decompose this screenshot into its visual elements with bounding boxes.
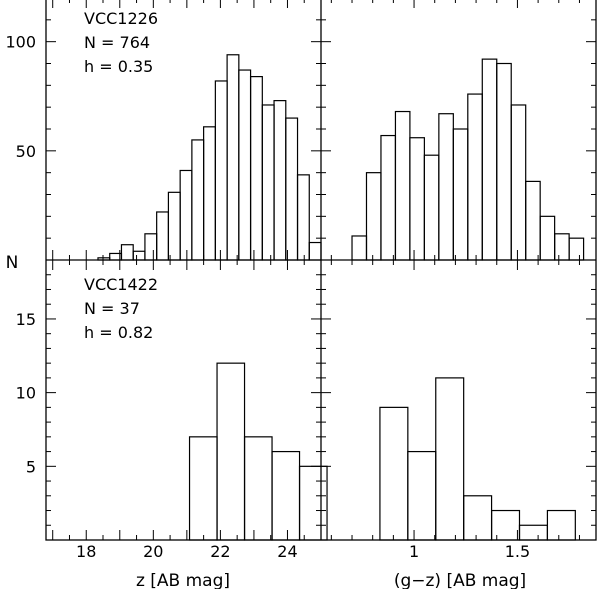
histogram-bar xyxy=(271,450,301,541)
histogram-bar xyxy=(243,436,273,541)
y-tick-label: 50 xyxy=(16,142,36,161)
histogram-bar xyxy=(249,75,263,261)
histogram-bar xyxy=(298,465,328,541)
histogram-bar xyxy=(539,215,556,261)
histogram-bar xyxy=(568,237,585,261)
histogram-bar xyxy=(380,134,397,261)
histogram-bar xyxy=(546,509,576,541)
histogram-bar xyxy=(525,180,541,261)
histogram-bar xyxy=(144,233,158,261)
panel-annotation: h = 0.82 xyxy=(84,323,153,342)
histogram-bar xyxy=(423,154,440,261)
histogram-bar xyxy=(167,191,181,261)
panel-bottom-right: 1 1.5 xyxy=(321,260,596,561)
histogram-bar xyxy=(273,100,287,261)
histogram-bar xyxy=(132,250,146,261)
histogram-bar xyxy=(452,128,469,261)
histogram-bar xyxy=(188,436,218,541)
histogram-bar xyxy=(407,450,437,541)
y-tick-label: 5 xyxy=(26,457,36,476)
x-axis-label-right: (g−z) [AB mag] xyxy=(394,571,526,589)
histogram-bar xyxy=(296,174,310,261)
panel-top-right xyxy=(321,0,596,261)
histogram-bar xyxy=(203,126,216,261)
x-axis-label-left: z [AB mag] xyxy=(136,571,230,589)
figure-frame xyxy=(45,0,597,541)
panels: 50 100 VCC1226 N = 764 h = 0.35 5 10 15 18 20 22 24… xyxy=(5,0,596,561)
histogram-bar xyxy=(409,137,425,261)
x-tick-label: 22 xyxy=(210,542,230,561)
histogram-bar xyxy=(467,93,483,261)
panel-annotation: N = 764 xyxy=(84,33,150,52)
histogram-bar xyxy=(261,104,275,261)
histogram-bar xyxy=(120,244,134,261)
histogram-bar xyxy=(438,113,454,261)
panel-top-left: 50 100 VCC1226 N = 764 h = 0.35 xyxy=(5,0,322,261)
histogram-bar xyxy=(481,58,498,261)
histogram-bar xyxy=(365,172,382,261)
histogram-bar xyxy=(214,80,228,261)
histogram-bar xyxy=(179,169,193,261)
panel-annotation: N = 37 xyxy=(84,299,140,318)
histogram-bar xyxy=(518,524,549,541)
x-tick-label: 18 xyxy=(76,542,96,561)
histogram-bar xyxy=(394,110,411,261)
y-tick-label: 100 xyxy=(5,33,36,52)
figure-labels: N z [AB mag] (g−z) [AB mag] xyxy=(6,253,527,589)
histogram-bar xyxy=(351,235,368,261)
histogram-bar xyxy=(463,495,493,541)
x-tick-label: 20 xyxy=(143,542,163,561)
panel-bottom-left: 5 10 15 18 20 22 24 VCC1422 N = 37 h = 0.82 xyxy=(16,260,328,561)
panel-annotation: VCC1226 xyxy=(84,9,158,28)
histogram-bar xyxy=(379,406,409,541)
panel-annotation: h = 0.35 xyxy=(84,57,153,76)
x-tick-label: 24 xyxy=(277,542,297,561)
histogram-bar xyxy=(285,117,299,261)
y-axis-label: N xyxy=(6,253,19,273)
histogram-bar xyxy=(554,233,570,261)
histogram-bar xyxy=(191,139,205,261)
x-tick-label: 1.5 xyxy=(505,542,530,561)
histogram-bar xyxy=(238,69,252,261)
histogram-bar xyxy=(308,241,322,261)
histogram-bar xyxy=(435,377,465,541)
histogram-bar xyxy=(226,54,240,261)
y-tick-label: 15 xyxy=(16,310,36,329)
histogram-bar xyxy=(490,509,521,541)
histogram-bar xyxy=(216,362,246,541)
panel-annotation: VCC1422 xyxy=(84,275,158,294)
histogram-bar xyxy=(510,104,527,261)
x-tick-label: 1 xyxy=(409,542,419,561)
y-tick-label: 10 xyxy=(16,384,36,403)
histogram-bar xyxy=(156,211,170,261)
histogram-bar xyxy=(496,62,512,261)
